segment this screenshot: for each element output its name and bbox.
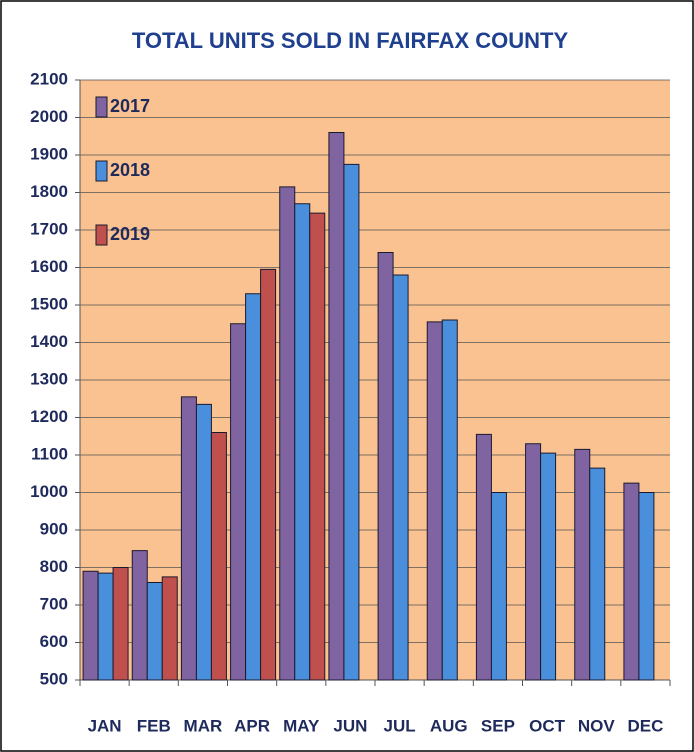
y-tick-label: 1900 [30, 144, 68, 163]
bar [161, 576, 178, 681]
y-tick-label: 1100 [31, 444, 68, 463]
bar [426, 321, 443, 681]
x-tick-label: AUG [430, 716, 468, 735]
bar [97, 572, 114, 681]
legend-swatch [95, 224, 108, 246]
x-tick-label: APR [234, 716, 270, 735]
bar [195, 403, 212, 681]
bar [309, 212, 326, 681]
bar [230, 323, 247, 681]
bar [112, 567, 129, 681]
bar [328, 132, 345, 681]
bar [210, 432, 227, 681]
bar [180, 396, 197, 681]
x-tick-label: FEB [137, 716, 171, 735]
y-tick-label: 1500 [30, 294, 68, 313]
y-tick-label: 700 [40, 594, 68, 613]
bar [475, 433, 492, 681]
x-tick-label: JUN [333, 716, 367, 735]
y-tick-label: 600 [40, 632, 68, 651]
y-tick-label: 2000 [30, 107, 68, 126]
y-tick-label: 1800 [30, 182, 68, 201]
bar [623, 482, 640, 681]
bar [377, 252, 394, 681]
legend-label: 2017 [110, 96, 150, 116]
bar [343, 163, 360, 681]
bar [490, 492, 507, 681]
bar [638, 492, 655, 681]
y-tick-label: 1200 [30, 407, 68, 426]
bar [245, 293, 262, 681]
bar [540, 452, 557, 681]
y-tick-label: 1700 [30, 219, 68, 238]
x-tick-label: MAR [184, 716, 223, 735]
y-tick-label: 1400 [30, 332, 68, 351]
x-tick-label: JAN [88, 716, 122, 735]
bar [146, 582, 163, 681]
bar [441, 319, 458, 681]
bar [260, 268, 277, 681]
y-tick-label: 900 [40, 519, 68, 538]
legend-label: 2018 [110, 160, 150, 180]
bar [294, 203, 311, 681]
y-tick-label: 1000 [30, 482, 68, 501]
y-tick-label: 500 [40, 669, 68, 688]
bar [131, 550, 148, 681]
bar [525, 443, 542, 681]
legend-swatch [95, 96, 108, 118]
y-tick-label: 1300 [30, 369, 68, 388]
chart-title: TOTAL UNITS SOLD IN FAIRFAX COUNTY [132, 28, 569, 53]
legend-swatch [95, 160, 108, 182]
y-tick-label: 1600 [30, 257, 68, 276]
bar [574, 448, 591, 681]
bar [392, 274, 409, 681]
x-tick-label: OCT [529, 716, 566, 735]
x-tick-label: SEP [481, 716, 515, 735]
y-tick-label: 2100 [30, 69, 68, 88]
x-tick-label: MAY [283, 716, 320, 735]
x-tick-label: NOV [578, 716, 616, 735]
bar [279, 186, 296, 681]
bar [589, 467, 606, 681]
x-tick-label: JUL [384, 716, 416, 735]
y-tick-label: 800 [40, 557, 68, 576]
bar [82, 570, 99, 681]
legend-label: 2019 [110, 224, 150, 244]
x-tick-label: DEC [627, 716, 663, 735]
